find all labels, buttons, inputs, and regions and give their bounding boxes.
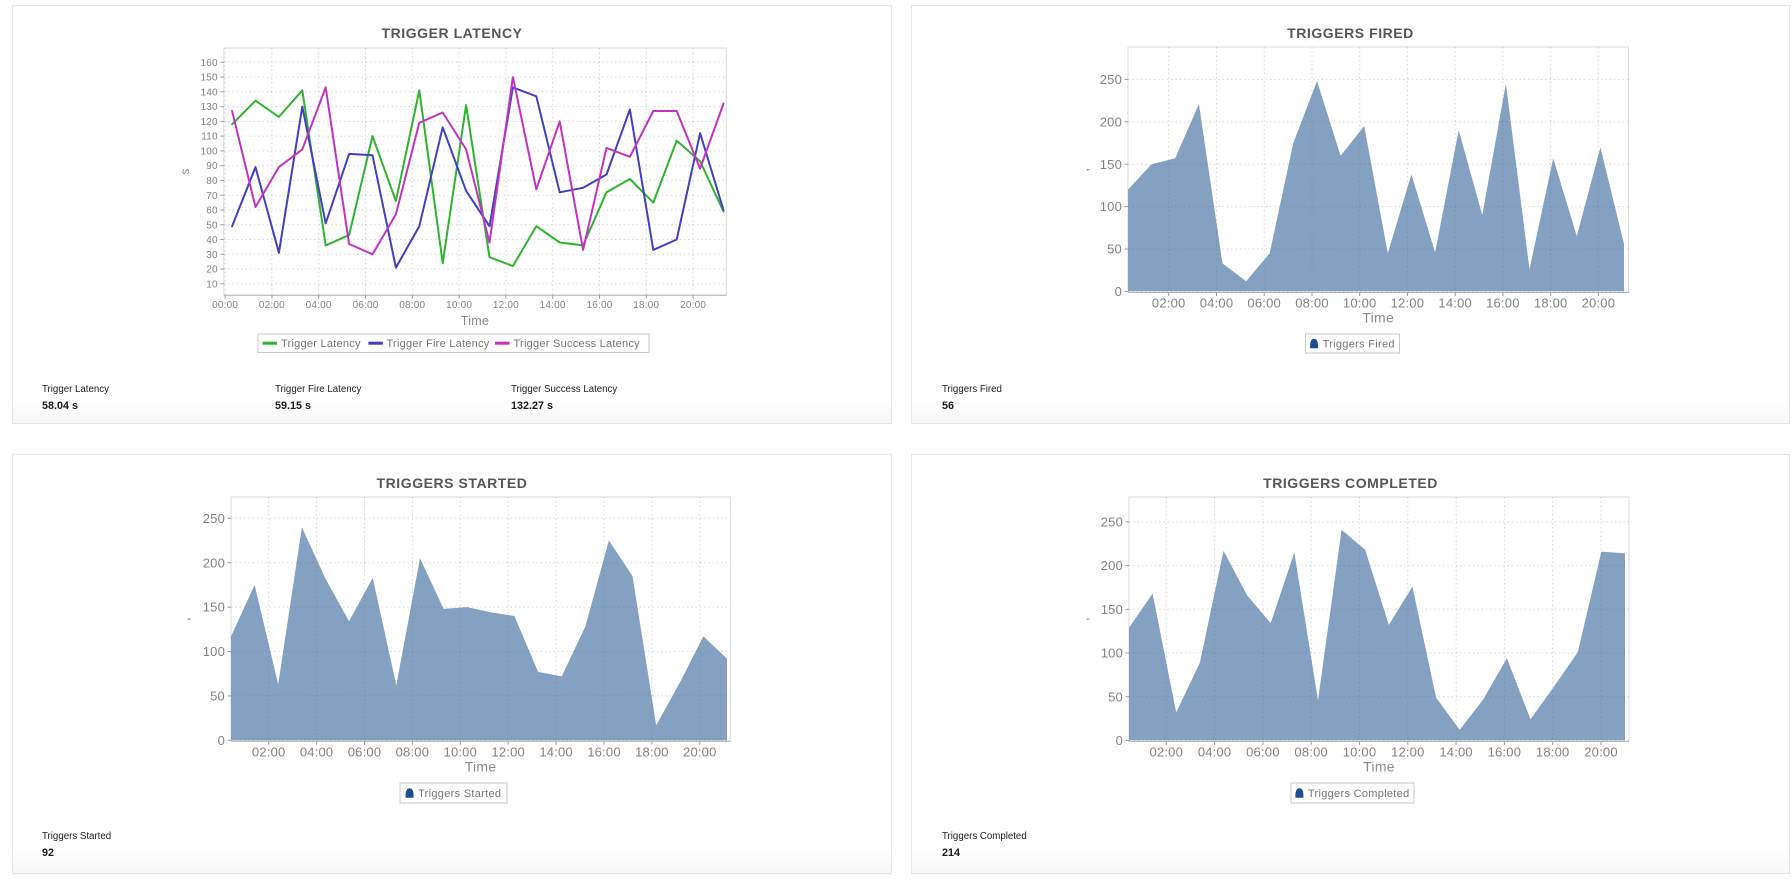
svg-text:02:00: 02:00 bbox=[1152, 296, 1186, 311]
svg-text:14:00: 14:00 bbox=[539, 745, 573, 760]
svg-text:100: 100 bbox=[1101, 646, 1123, 661]
svg-text:250: 250 bbox=[1101, 515, 1123, 530]
svg-text:60: 60 bbox=[206, 206, 218, 217]
svg-text:Time: Time bbox=[1363, 759, 1395, 775]
svg-text:02:00: 02:00 bbox=[252, 745, 286, 760]
svg-text:18:00: 18:00 bbox=[1536, 745, 1570, 760]
svg-text:100: 100 bbox=[1100, 199, 1122, 214]
svg-text:0: 0 bbox=[1116, 733, 1123, 748]
svg-text:,: , bbox=[1076, 617, 1091, 621]
svg-text:14:00: 14:00 bbox=[1438, 296, 1472, 311]
svg-text:50: 50 bbox=[1108, 689, 1123, 704]
svg-text:150: 150 bbox=[1100, 157, 1122, 172]
svg-text:02:00: 02:00 bbox=[259, 300, 285, 311]
svg-text:10:00: 10:00 bbox=[446, 300, 472, 311]
svg-text:04:00: 04:00 bbox=[306, 300, 332, 311]
svg-text:200: 200 bbox=[203, 555, 225, 570]
svg-text:08:00: 08:00 bbox=[399, 300, 425, 311]
svg-text:16:00: 16:00 bbox=[1488, 745, 1522, 760]
svg-text:100: 100 bbox=[203, 644, 225, 659]
svg-text:16:00: 16:00 bbox=[1486, 296, 1520, 311]
svg-text:Time: Time bbox=[465, 759, 497, 775]
svg-text:20:00: 20:00 bbox=[1582, 296, 1616, 311]
svg-text:Triggers Completed: Triggers Completed bbox=[1308, 788, 1410, 800]
svg-text:08:00: 08:00 bbox=[1295, 296, 1329, 311]
svg-text:,: , bbox=[177, 617, 192, 621]
svg-text:04:00: 04:00 bbox=[300, 745, 334, 760]
svg-text:20:00: 20:00 bbox=[680, 300, 706, 311]
svg-text:16:00: 16:00 bbox=[587, 745, 621, 760]
svg-text:50: 50 bbox=[210, 689, 225, 704]
svg-text:150: 150 bbox=[201, 73, 219, 84]
svg-text:Triggers Fired: Triggers Fired bbox=[1323, 339, 1395, 351]
svg-text:00:00: 00:00 bbox=[212, 300, 238, 311]
svg-text:200: 200 bbox=[1101, 558, 1123, 573]
svg-text:110: 110 bbox=[201, 132, 218, 143]
svg-text:04:00: 04:00 bbox=[1198, 745, 1232, 760]
svg-text:10: 10 bbox=[206, 279, 218, 290]
svg-text:0: 0 bbox=[1115, 284, 1122, 299]
svg-text:06:00: 06:00 bbox=[352, 300, 378, 311]
svg-text:80: 80 bbox=[206, 176, 218, 187]
svg-text:40: 40 bbox=[206, 235, 218, 246]
svg-text:,: , bbox=[1076, 168, 1091, 172]
svg-text:14:00: 14:00 bbox=[1439, 745, 1473, 760]
svg-text:Trigger Fire Latency: Trigger Fire Latency bbox=[387, 338, 490, 350]
svg-text:06:00: 06:00 bbox=[348, 745, 382, 760]
svg-text:12:00: 12:00 bbox=[1391, 745, 1425, 760]
svg-text:100: 100 bbox=[201, 147, 219, 158]
svg-text:200: 200 bbox=[1100, 114, 1122, 129]
svg-text:250: 250 bbox=[203, 511, 225, 526]
svg-text:08:00: 08:00 bbox=[396, 745, 430, 760]
svg-text:18:00: 18:00 bbox=[635, 745, 669, 760]
svg-text:s: s bbox=[180, 168, 192, 174]
svg-text:Time: Time bbox=[461, 314, 490, 328]
svg-text:120: 120 bbox=[201, 117, 219, 128]
svg-text:20:00: 20:00 bbox=[1584, 745, 1618, 760]
svg-text:150: 150 bbox=[203, 600, 225, 615]
svg-text:Trigger Success Latency: Trigger Success Latency bbox=[514, 338, 641, 350]
svg-text:12:00: 12:00 bbox=[1391, 296, 1425, 311]
svg-text:20:00: 20:00 bbox=[683, 745, 717, 760]
svg-text:16:00: 16:00 bbox=[586, 300, 612, 311]
svg-text:10:00: 10:00 bbox=[1343, 745, 1377, 760]
svg-text:02:00: 02:00 bbox=[1150, 745, 1184, 760]
svg-text:Trigger Latency: Trigger Latency bbox=[281, 338, 361, 350]
svg-text:70: 70 bbox=[206, 191, 218, 202]
svg-text:130: 130 bbox=[201, 102, 219, 113]
svg-text:06:00: 06:00 bbox=[1246, 745, 1280, 760]
svg-text:250: 250 bbox=[1100, 72, 1122, 87]
svg-text:Time: Time bbox=[1362, 310, 1394, 326]
svg-text:12:00: 12:00 bbox=[493, 300, 519, 311]
svg-text:08:00: 08:00 bbox=[1294, 745, 1328, 760]
svg-text:18:00: 18:00 bbox=[633, 300, 659, 311]
svg-text:90: 90 bbox=[206, 161, 218, 172]
svg-text:04:00: 04:00 bbox=[1200, 296, 1234, 311]
svg-text:06:00: 06:00 bbox=[1247, 296, 1281, 311]
svg-text:10:00: 10:00 bbox=[1343, 296, 1377, 311]
svg-text:150: 150 bbox=[1101, 602, 1123, 617]
svg-text:12:00: 12:00 bbox=[491, 745, 525, 760]
svg-text:30: 30 bbox=[206, 250, 218, 261]
svg-text:50: 50 bbox=[1107, 242, 1122, 257]
svg-text:18:00: 18:00 bbox=[1534, 296, 1568, 311]
svg-text:160: 160 bbox=[201, 58, 219, 69]
svg-text:0: 0 bbox=[218, 733, 225, 748]
svg-text:Triggers Started: Triggers Started bbox=[418, 788, 501, 800]
svg-text:140: 140 bbox=[201, 87, 219, 98]
svg-text:20: 20 bbox=[206, 265, 218, 276]
svg-text:10:00: 10:00 bbox=[444, 745, 478, 760]
svg-text:50: 50 bbox=[206, 220, 218, 231]
svg-text:14:00: 14:00 bbox=[540, 300, 566, 311]
